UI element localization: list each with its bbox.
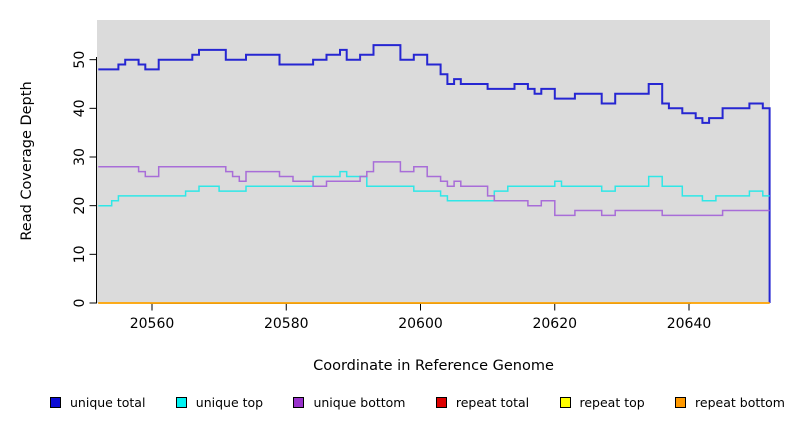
legend-label: unique bottom <box>313 395 406 410</box>
legend-swatch-icon <box>675 397 687 408</box>
legend-item-unique-total: unique total <box>50 395 145 410</box>
legend-label: repeat top <box>579 395 645 410</box>
y-tick-label: 10 <box>72 245 88 263</box>
legend-item-repeat-top: repeat top <box>559 395 645 410</box>
legend-swatch-icon <box>559 397 571 408</box>
legend-swatch-icon <box>50 397 61 408</box>
legend-swatch-icon <box>293 397 305 408</box>
y-tick-label: 30 <box>72 148 88 166</box>
series-unique-bottom <box>98 161 770 217</box>
x-tick-label: 20600 <box>398 316 443 332</box>
legend-label: unique total <box>70 395 146 410</box>
x-tick-label: 20640 <box>667 316 712 332</box>
legend-label: unique top <box>195 395 264 410</box>
legend-item-unique-bottom: unique bottom <box>293 395 406 410</box>
legend: unique total unique top unique bottom repea… <box>50 395 785 410</box>
legend-swatch-icon <box>435 397 447 408</box>
series-unique-total <box>98 44 771 303</box>
chart-panel <box>97 20 770 303</box>
y-tick-label: 0 <box>72 299 88 308</box>
legend-item-unique-top: unique top <box>175 395 264 410</box>
legend-item-repeat-total: repeat total <box>435 395 530 410</box>
series-unique-top <box>98 170 770 207</box>
y-tick-label: 40 <box>72 99 88 117</box>
legend-label: repeat total <box>455 395 530 410</box>
x-axis-title: Coordinate in Reference Genome <box>313 358 554 374</box>
x-tick-label: 20580 <box>264 316 309 332</box>
y-tick-label: 20 <box>72 197 88 215</box>
legend-item-repeat-bottom: repeat bottom <box>675 395 785 410</box>
y-tick-label: 50 <box>72 51 88 69</box>
x-tick-label: 20560 <box>130 316 175 332</box>
legend-label: repeat bottom <box>695 395 785 410</box>
x-tick-label: 20620 <box>532 316 577 332</box>
legend-swatch-icon <box>175 397 187 408</box>
y-axis-title: Read Coverage Depth <box>19 81 35 241</box>
